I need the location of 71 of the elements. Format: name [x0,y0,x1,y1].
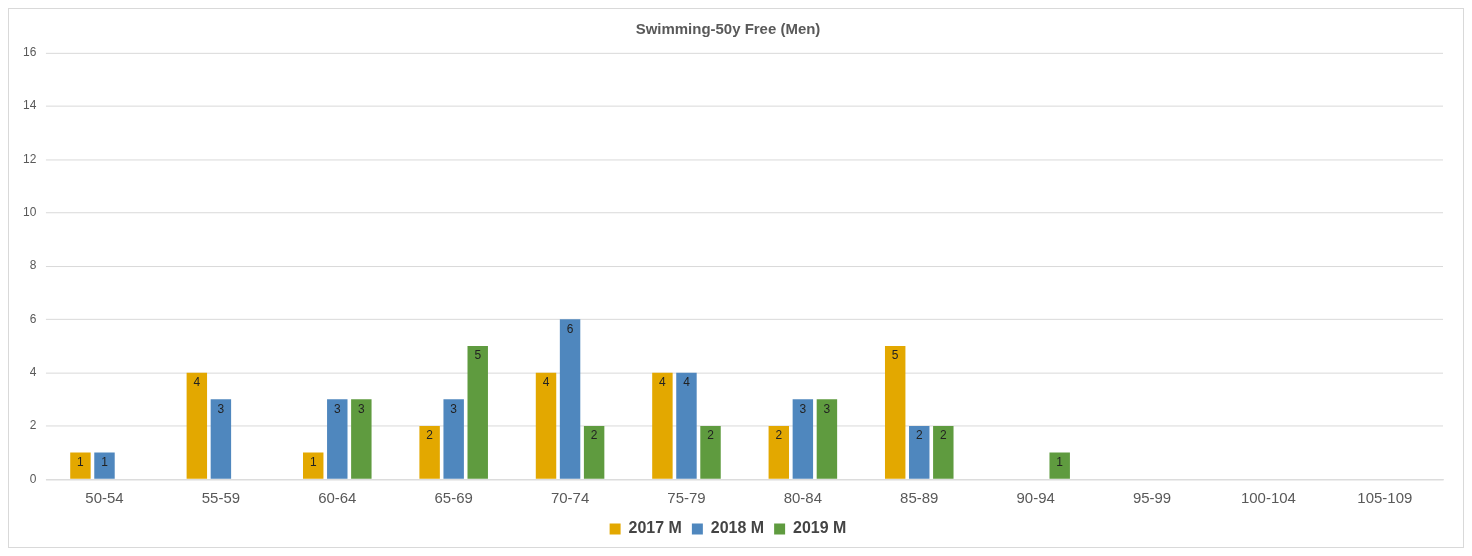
bar [652,372,673,479]
x-tick-label: 95-99 [1132,489,1172,507]
data-label: 3 [450,401,458,416]
data-label: 3 [358,401,366,416]
bar [1049,452,1070,479]
y-tick-label: 8 [29,258,37,273]
data-label: 2 [707,428,715,443]
bar [186,372,208,479]
x-tick-label: 105-109 [1357,489,1413,507]
data-label: 1 [101,454,109,469]
bar [933,425,954,479]
y-tick-label: 10 [23,205,37,220]
data-label: 3 [217,401,225,416]
bar [816,399,838,479]
x-tick-label: 80-84 [783,489,823,507]
data-label: 3 [333,401,341,416]
data-label: 1 [309,454,317,469]
chart-title: Swimming-50y Free (Men) [635,20,821,38]
bar [884,346,906,479]
data-label: 4 [659,374,667,389]
bar [303,452,324,479]
data-label: 4 [193,374,201,389]
y-tick-label: 12 [23,151,37,166]
data-label: 1 [1056,454,1064,469]
x-tick-label: 100-104 [1240,489,1296,507]
x-tick-label: 55-59 [201,489,241,507]
x-tick-label: 70-74 [550,489,590,507]
bar [583,425,605,479]
data-label: 2 [915,428,923,443]
bar [94,452,115,479]
x-tick-label: 90-94 [1016,489,1055,507]
bar [909,425,930,479]
bar [768,425,790,479]
bar [419,425,440,479]
data-label: 3 [823,401,831,416]
data-label: 5 [474,348,482,363]
bar [792,399,814,479]
x-tick-label: 60-64 [318,489,357,507]
bar [467,346,488,479]
bar [535,372,557,479]
y-tick-label: 14 [23,98,37,113]
legend-label: 2018 M [710,519,765,537]
bar [351,399,372,479]
data-label: 5 [891,348,899,363]
bar [327,399,348,479]
data-label: 3 [799,401,807,416]
data-label: 2 [939,428,947,443]
data-label: 2 [426,428,434,443]
y-tick-label: 0 [29,471,37,486]
data-label: 1 [77,454,85,469]
bar [676,372,697,479]
y-tick-label: 6 [29,311,37,326]
bar [210,399,232,479]
data-label: 4 [542,374,550,389]
bar [443,399,464,479]
x-tick-label: 85-89 [900,489,939,507]
legend-label: 2019 M [793,519,847,537]
bar [70,452,91,479]
y-tick-label: 4 [29,364,37,379]
data-label: 4 [683,374,691,389]
x-tick-label: 50-54 [85,489,124,507]
x-tick-label: 75-79 [667,489,706,507]
data-label: 2 [590,428,598,443]
y-tick-label: 16 [23,45,37,60]
bar [559,319,581,479]
data-label: 2 [775,428,783,443]
bar [700,425,721,479]
y-tick-label: 2 [29,418,37,433]
legend-label: 2017 M [628,519,682,537]
data-label: 6 [566,321,574,336]
x-tick-label: 65-69 [434,489,473,507]
